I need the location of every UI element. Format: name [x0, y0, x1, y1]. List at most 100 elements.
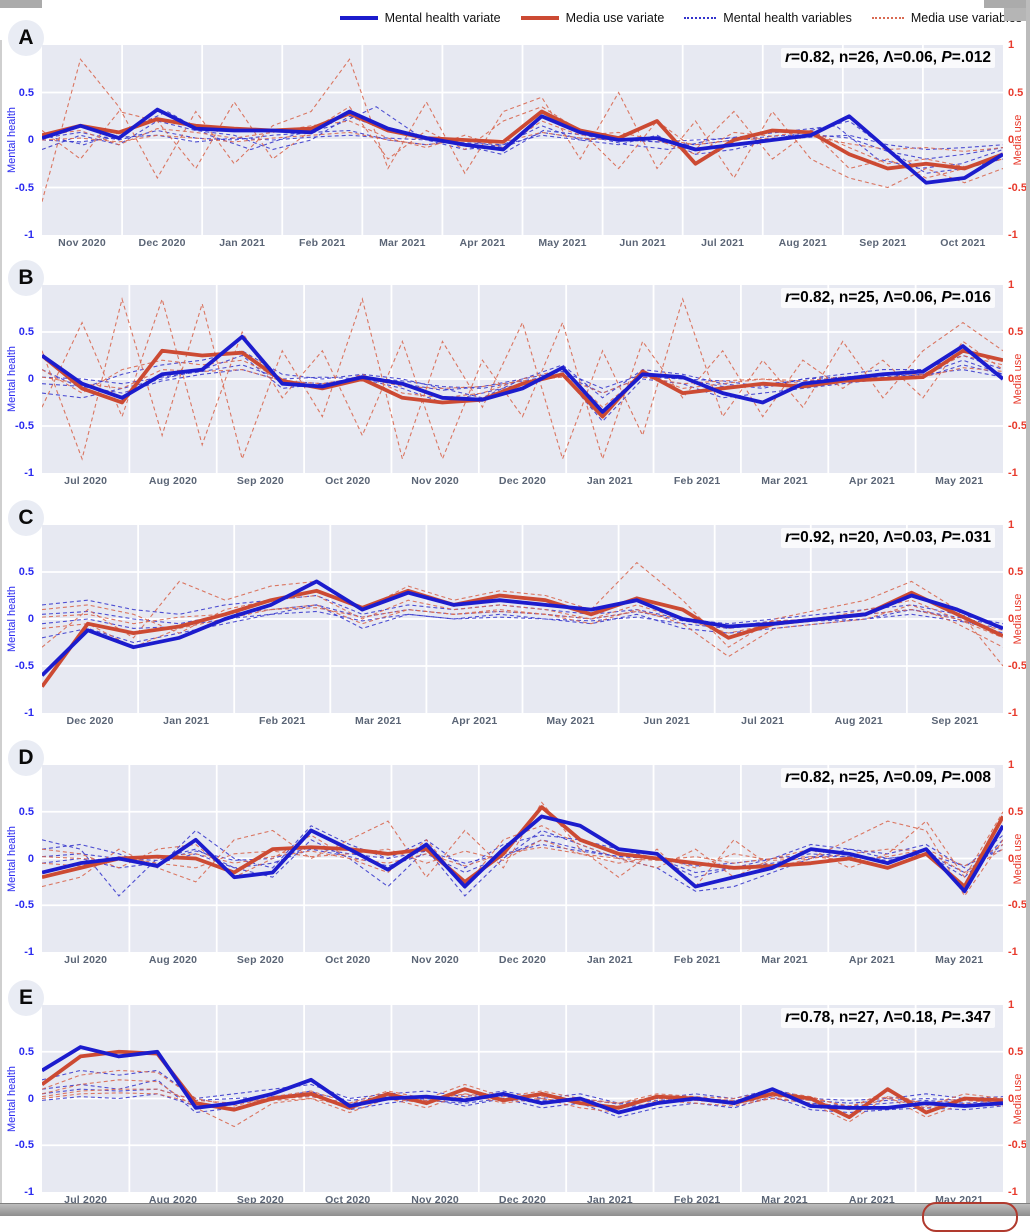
left-y-axis-ticks: 0.5 0 -0.5 -1: [0, 765, 39, 958]
plot-area: [42, 525, 1003, 713]
x-tick-month: Jan 2021: [219, 237, 266, 249]
mental-health-variable-line: [42, 135, 1003, 149]
panel-label-badge: B: [8, 260, 44, 296]
left-y-axis-ticks: 0.5 0 -0.5 -1: [0, 45, 39, 242]
red-annotation-ellipse: [922, 1202, 1018, 1232]
mental-health-variable-line: [42, 1070, 1003, 1103]
media-use-variate-line: [42, 351, 1003, 417]
mental-health-variable-line: [42, 830, 1003, 895]
stats-values: =0.82, n=25, Λ=0.09,: [791, 769, 942, 786]
top-right-gray-patch: [984, 0, 1030, 8]
y-tick-right: 0.5: [1008, 1045, 1024, 1058]
mental-health-variable-line: [42, 116, 1003, 173]
media-use-variable-line: [42, 840, 1003, 873]
legend-item-media-use-variables: Media use variables: [871, 11, 1022, 25]
x-tick-month: Dec 2020: [498, 475, 547, 487]
x-tick-month: Apr 2021: [459, 237, 506, 249]
mental-health-variate-line: [42, 1047, 1003, 1112]
plot-area: [42, 285, 1003, 473]
mental-health-variable-line: [42, 826, 1003, 877]
y-tick-left: -0.5: [15, 420, 34, 432]
y-tick-left: 0.5: [18, 1045, 34, 1058]
x-tick-month: Sep 2020: [236, 954, 284, 966]
y-tick-right: 1: [1008, 39, 1015, 51]
stats-p-symbol: P: [941, 289, 952, 306]
stats-values: =0.78, n=27, Λ=0.18,: [791, 1009, 942, 1026]
x-tick-month: Jan 2021: [586, 475, 633, 487]
panel-c: C Mental health Media use 0.5 0 -0.5 -1 1 0.…: [0, 497, 1030, 733]
stats-p-value: =.031: [951, 529, 991, 546]
y-tick-right: -0.5: [1008, 181, 1027, 194]
x-tick-month: Feb 2021: [258, 715, 306, 727]
legend-item-mental-health-variables: Mental health variables: [684, 11, 852, 25]
mental-health-variable-line: [42, 596, 1003, 624]
panel-e: E Mental health Media use 0.5 0 -0.5 -1 1 0.…: [0, 977, 1030, 1212]
x-tick-month: Nov 2020: [411, 475, 459, 487]
x-tick-month: Mar 2021: [761, 954, 808, 966]
legend-item-mental-health-variate: Mental health variate: [339, 11, 501, 25]
x-tick-month: Nov 2020: [411, 954, 459, 966]
stats-p-value: =.016: [951, 289, 991, 306]
y-tick-left: 0: [27, 1092, 34, 1105]
x-tick-month: Feb 2021: [299, 237, 346, 249]
left-y-axis-ticks: 0.5 0 -0.5 -1: [0, 285, 39, 479]
legend-item-media-use-variate: Media use variate: [520, 11, 665, 25]
y-tick-right: 0.5: [1008, 326, 1024, 338]
top-right-gray-patch-2: [1004, 8, 1030, 21]
horizontal-scrollbar[interactable]: [0, 1203, 1030, 1216]
top-left-gray-patch: [0, 0, 42, 8]
y-tick-right: 0.5: [1008, 805, 1024, 818]
y-tick-right: 1: [1008, 999, 1015, 1011]
right-y-axis-ticks: 1 0.5 0 -0.5 -1: [1004, 39, 1030, 241]
right-y-axis-ticks: 1 0.5 0 -0.5 -1: [1004, 279, 1030, 479]
y-tick-left: 0: [27, 852, 34, 865]
mental-health-variable-line: [42, 370, 1003, 394]
x-tick-month: May 2021: [546, 715, 595, 727]
legend-label: Mental health variables: [723, 11, 852, 25]
y-tick-right: -1: [1008, 946, 1018, 958]
x-tick-month: Jul 2020: [64, 475, 108, 487]
stats-p-symbol: P: [941, 49, 952, 66]
mental-health-variate-line: [42, 110, 1003, 183]
x-tick-month: Dec 2020: [138, 237, 186, 249]
media-use-variate-line: [42, 112, 1003, 169]
media-use-variable-line: [42, 563, 1003, 666]
x-tick-month: May 2021: [538, 237, 587, 249]
panel-label-badge: A: [8, 20, 44, 56]
right-y-axis-ticks: 1 0.5 0 -0.5 -1: [1004, 519, 1030, 719]
vertical-scrollbar-track[interactable]: [1026, 0, 1030, 1216]
chart-canvas: [42, 765, 1003, 952]
x-axis-month-labels: Jul 2020 Aug 2020 Sep 2020 Oct 2020 Nov 2020…: [42, 475, 1003, 489]
stats-values: =0.92, n=20, Λ=0.03,: [791, 529, 942, 546]
legend-label: Media use variables: [910, 11, 1022, 25]
x-tick-month: Oct 2020: [325, 954, 371, 966]
y-tick-left: 0.5: [18, 566, 34, 578]
y-tick-right: -1: [1008, 707, 1018, 719]
y-tick-right: -1: [1008, 1186, 1018, 1198]
chart-canvas: [42, 525, 1003, 713]
mental-health-variate-line: [42, 337, 1003, 412]
y-tick-left: -1: [24, 1186, 34, 1198]
chart-canvas: [42, 1005, 1003, 1192]
mental-health-variate-line: [42, 581, 1003, 675]
mental-health-variable-line: [42, 844, 1003, 866]
x-tick-month: Mar 2021: [379, 237, 426, 249]
dotted-blue-line-sample-icon: [684, 17, 717, 19]
media-use-variable-line: [42, 1080, 1003, 1127]
y-tick-right: 0.5: [1008, 86, 1024, 99]
mental-health-variable-line: [42, 351, 1003, 398]
plot-area: [42, 765, 1003, 952]
y-tick-left: 0.5: [18, 805, 34, 818]
x-tick-month: Apr 2021: [848, 475, 895, 487]
x-tick-month: Aug 2020: [148, 475, 198, 487]
media-use-variable-line: [42, 132, 1003, 151]
x-tick-month: Aug 2021: [834, 715, 883, 727]
y-tick-right: 0: [1008, 1092, 1015, 1105]
panel-label-badge: C: [8, 500, 44, 536]
x-tick-month: Oct 2021: [940, 237, 986, 249]
stats-annotation: r=0.82, n=25, Λ=0.06, P=.016: [780, 288, 995, 308]
y-tick-right: 0: [1008, 134, 1015, 146]
y-tick-left: -1: [24, 467, 34, 479]
legend-label: Media use variate: [565, 11, 665, 25]
